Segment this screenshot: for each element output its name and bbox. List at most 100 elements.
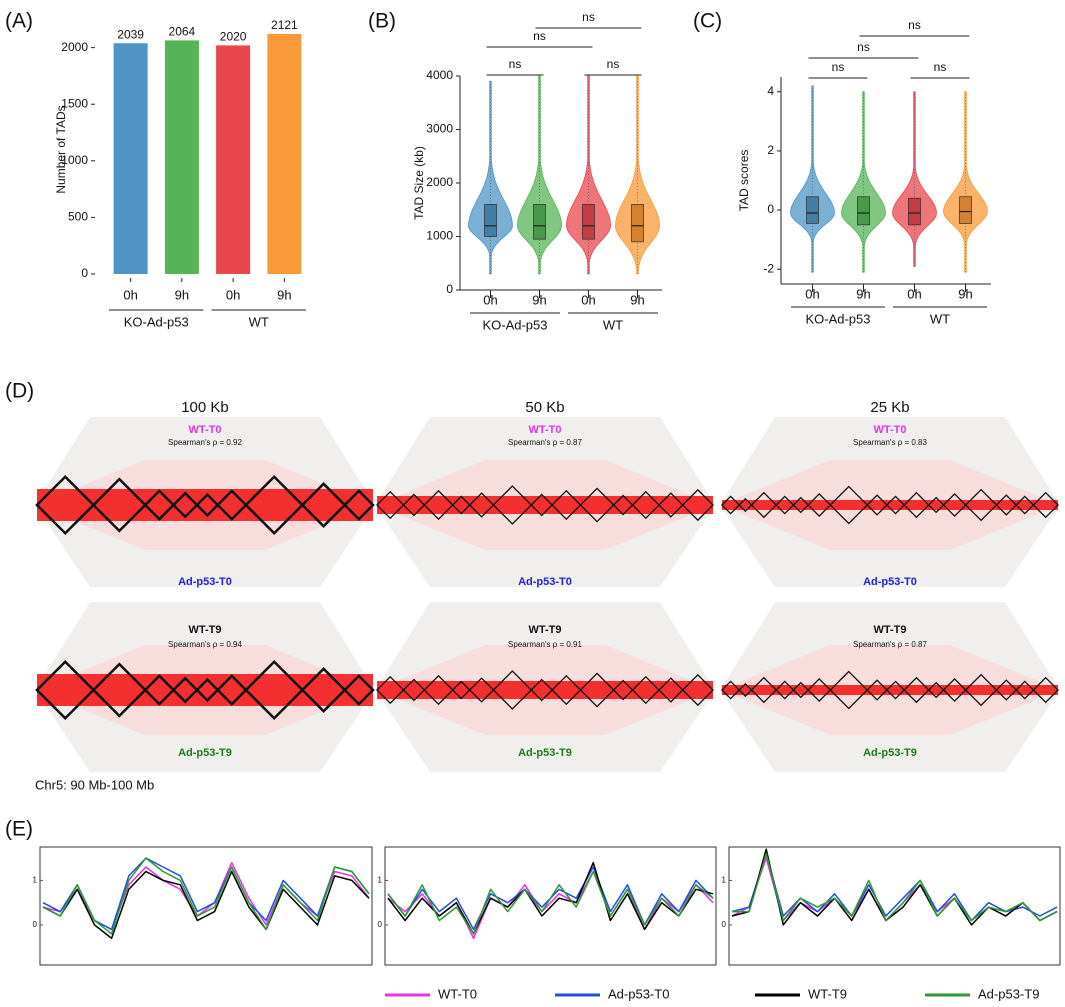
heatmap-band (722, 500, 1058, 510)
y-tick-label: 0 (446, 282, 453, 296)
group-label: KO-Ad-p53 (124, 314, 189, 329)
spearman: Spearman's ρ = 0.87 (853, 640, 927, 649)
tad-diamond (342, 489, 375, 521)
y-tick-label: 1 (378, 876, 383, 885)
sample-bottom: Ad-p53-T9 (863, 747, 917, 759)
sample-top: WT-T0 (189, 424, 222, 436)
spearman: Spearman's ρ = 0.87 (508, 438, 582, 447)
panel-label: (D) (5, 380, 34, 403)
tad-diamond (681, 673, 714, 707)
spearman: Spearman's ρ = 0.92 (168, 438, 242, 447)
annotation: ns (857, 40, 870, 54)
box (582, 204, 595, 240)
sample-top: WT-T0 (529, 424, 562, 436)
y-tick-label: 500 (68, 210, 88, 224)
sample-top: WT-T0 (874, 424, 907, 436)
heatmap (375, 602, 715, 772)
y-tick-label: 2000 (61, 40, 88, 54)
y-tick-label: 1 (33, 876, 38, 885)
annotation: ns (832, 60, 845, 74)
tad-diamond (681, 488, 714, 522)
panel-label: (B) (368, 10, 396, 33)
y-tick-label: -2 (763, 261, 774, 275)
x-tick-label: 0h (581, 292, 595, 307)
group-label: KO-Ad-p53 (805, 311, 870, 326)
plot-frame (728, 846, 1061, 966)
x-tick-label: 0h (226, 287, 240, 302)
plot-frame (384, 846, 717, 966)
group-label: KO-Ad-p53 (482, 317, 547, 332)
heatmap (375, 417, 715, 587)
annotation: ns (582, 10, 595, 24)
annotation: ns (509, 57, 522, 71)
heatmap-band (377, 496, 713, 514)
legend-label: Ad-p53-T0 (608, 986, 669, 1001)
spearman: Spearman's ρ = 0.83 (853, 438, 927, 447)
tad-diamond (1032, 676, 1059, 704)
annotation: ns (607, 57, 620, 71)
panel-label: (A) (5, 10, 33, 33)
box (959, 196, 972, 224)
sample-bottom: Ad-p53-T9 (518, 747, 572, 759)
group-label: WT (603, 317, 623, 332)
y-tick-label: 0 (33, 920, 38, 929)
heatmap-band (37, 489, 373, 521)
y-axis-label: TAD Size (kb) (412, 146, 426, 220)
x-tick-label: 9h (277, 287, 291, 302)
panel-label: (E) (5, 818, 33, 841)
bar-value-label: 2064 (169, 25, 196, 39)
heatmap-band (377, 681, 713, 699)
bar-value-label: 2121 (271, 18, 298, 32)
series-line (387, 861, 714, 935)
panel-label: (C) (693, 10, 722, 33)
x-tick-label: 0h (123, 287, 137, 302)
bar-value-label: 2039 (117, 27, 144, 41)
heatmap-band (722, 685, 1058, 695)
heatmap (720, 417, 1060, 587)
y-axis-label: TAD scores (737, 150, 751, 212)
heatmap (35, 602, 375, 772)
y-tick-label: 1000 (426, 229, 453, 243)
box (631, 204, 644, 243)
x-tick-label: 0h (805, 286, 819, 301)
heatmap (35, 417, 375, 587)
x-tick-label: 9h (958, 286, 972, 301)
x-tick-label: 0h (907, 286, 921, 301)
box (857, 196, 870, 226)
resolution-title: 25 Kb (870, 399, 909, 416)
bar (164, 40, 199, 274)
x-tick-label: 9h (175, 287, 189, 302)
box (484, 204, 497, 237)
y-tick-label: 0 (767, 202, 774, 216)
y-tick-label: 1 (722, 876, 727, 885)
sample-bottom: Ad-p53-T9 (178, 747, 232, 759)
box (533, 204, 546, 240)
y-tick-label: 4000 (426, 68, 453, 82)
spearman: Spearman's ρ = 0.91 (508, 640, 582, 649)
sample-top: WT-T9 (874, 624, 907, 636)
y-axis-label: Number of TADs (54, 105, 68, 193)
x-tick-label: 9h (532, 292, 546, 307)
box (806, 196, 819, 224)
heatmap (720, 602, 1060, 772)
group-label: WT (249, 314, 269, 329)
annotation: ns (908, 18, 921, 32)
y-tick-label: 1500 (61, 96, 88, 110)
group-label: WT (930, 311, 950, 326)
resolution-title: 100 Kb (181, 399, 229, 416)
y-tick-label: 2000 (426, 175, 453, 189)
annotation: ns (533, 29, 546, 43)
y-tick-label: 1000 (61, 153, 88, 167)
bar-value-label: 2020 (220, 30, 247, 44)
plot-frame (39, 846, 373, 966)
series-line (387, 870, 714, 935)
series-line (731, 848, 1058, 926)
spearman: Spearman's ρ = 0.94 (168, 640, 242, 649)
region-label: Chr5: 90 Mb-100 Mb (35, 777, 154, 792)
y-tick-label: 2 (767, 143, 774, 157)
annotation: ns (934, 60, 947, 74)
series-line (732, 852, 1058, 922)
y-tick-label: 0 (81, 266, 88, 280)
legend-label: WT-T0 (438, 986, 477, 1001)
